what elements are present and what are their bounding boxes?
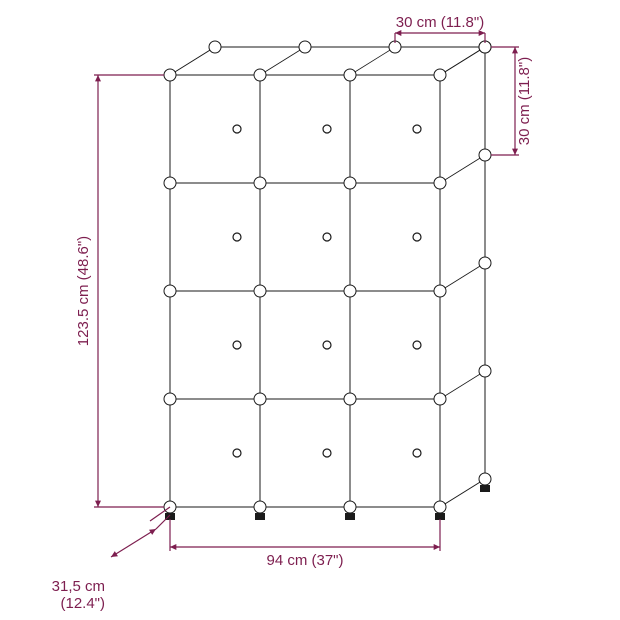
connector bbox=[344, 69, 356, 81]
connector bbox=[434, 285, 446, 297]
connector bbox=[344, 177, 356, 189]
cube-panel bbox=[170, 291, 260, 399]
cube-panel bbox=[170, 75, 260, 183]
cube-panel bbox=[170, 399, 260, 507]
connector bbox=[344, 393, 356, 405]
cube-panel bbox=[260, 291, 350, 399]
cube-panel bbox=[350, 183, 440, 291]
connector bbox=[434, 177, 446, 189]
connector bbox=[434, 501, 446, 513]
connector bbox=[254, 285, 266, 297]
dim-top-depth: 30 cm (11.8") bbox=[396, 14, 484, 31]
connector bbox=[344, 501, 356, 513]
connector bbox=[254, 69, 266, 81]
connector bbox=[254, 501, 266, 513]
connector bbox=[434, 69, 446, 81]
connector bbox=[164, 393, 176, 405]
cube-panel bbox=[350, 75, 440, 183]
dim-cube-side: 30 cm (11.8") bbox=[516, 57, 533, 145]
foot bbox=[345, 513, 355, 520]
foot bbox=[435, 513, 445, 520]
cube-panel bbox=[260, 183, 350, 291]
cube-panel bbox=[260, 75, 350, 183]
dim-depth-back: 31,5 cm(12.4") bbox=[52, 578, 105, 612]
connector bbox=[164, 69, 176, 81]
dim-width: 94 cm (37") bbox=[266, 552, 343, 569]
connector bbox=[164, 177, 176, 189]
cube-panel bbox=[350, 291, 440, 399]
cube-panel bbox=[260, 399, 350, 507]
connector bbox=[254, 177, 266, 189]
connector bbox=[164, 285, 176, 297]
connector bbox=[434, 393, 446, 405]
dim-height: 123.5 cm (48.6") bbox=[75, 236, 92, 346]
connector bbox=[344, 285, 356, 297]
cube-panel bbox=[170, 183, 260, 291]
foot bbox=[255, 513, 265, 520]
cube-panel bbox=[350, 399, 440, 507]
connector bbox=[254, 393, 266, 405]
